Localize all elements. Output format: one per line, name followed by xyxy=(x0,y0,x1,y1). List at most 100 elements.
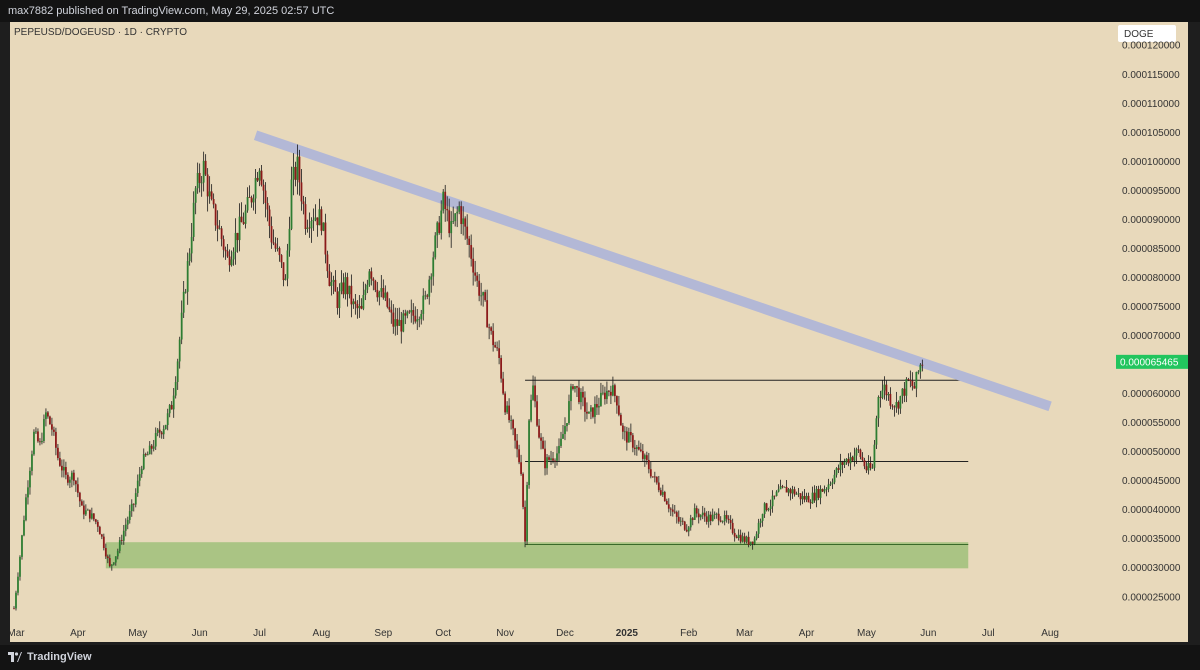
candle-body xyxy=(829,483,832,485)
price-scale-label: DOGE xyxy=(1124,29,1154,40)
candle-body xyxy=(544,448,546,469)
x-tick-label: Apr xyxy=(70,628,86,639)
y-tick-label: 0.000060000 xyxy=(1122,389,1181,400)
candle-body xyxy=(362,294,365,309)
candle-body xyxy=(466,226,469,239)
candle-body xyxy=(773,495,776,497)
candle-body xyxy=(88,509,91,519)
candle-body xyxy=(540,437,542,441)
candle-body xyxy=(72,472,75,481)
y-tick-label: 0.000045000 xyxy=(1122,476,1181,487)
candle-body xyxy=(590,407,592,412)
descending-trendline[interactable] xyxy=(253,130,1052,412)
candle-body xyxy=(78,492,81,502)
candle-body xyxy=(588,411,590,414)
candle-body xyxy=(520,462,522,474)
candle-body xyxy=(210,191,213,200)
candle-body xyxy=(66,474,69,483)
candle-body xyxy=(629,432,632,436)
candle-body xyxy=(679,520,682,522)
candle-body xyxy=(49,416,51,425)
candle-body xyxy=(751,541,754,544)
candle-body xyxy=(683,521,686,530)
candle-body xyxy=(416,319,419,322)
candle-body xyxy=(530,399,532,421)
last-price-tag xyxy=(1116,354,1188,369)
candle-body xyxy=(558,445,560,454)
candle-body xyxy=(100,534,103,537)
y-tick-label: 0.000120000 xyxy=(1122,41,1181,52)
candle-body xyxy=(741,536,744,542)
candle-body xyxy=(326,254,329,272)
candle-body xyxy=(398,320,401,326)
candle-body xyxy=(542,440,544,449)
candle-body xyxy=(424,295,427,297)
candle-body xyxy=(580,391,582,403)
candle-body xyxy=(649,469,652,477)
candle-body xyxy=(158,429,161,433)
candle-body xyxy=(905,379,908,396)
candle-body xyxy=(709,514,712,521)
candle-body xyxy=(144,454,147,456)
candle-body xyxy=(635,447,638,449)
candle-body xyxy=(86,509,89,511)
candle-body xyxy=(390,309,393,313)
candle-body xyxy=(174,382,177,396)
candle-body xyxy=(470,245,473,259)
y-tick-label: 0.000085000 xyxy=(1122,244,1181,255)
candle-body xyxy=(641,450,644,459)
candle-body xyxy=(178,339,181,362)
candle-body xyxy=(172,395,175,410)
chart-area[interactable]: DOGE 0.000120000 0.000115000 0.000110000 0.0… xyxy=(10,22,1188,642)
candle-body xyxy=(408,311,411,313)
candle-body xyxy=(51,424,53,430)
candle-body xyxy=(556,453,558,461)
candle-body xyxy=(877,396,880,419)
candle-body xyxy=(268,209,271,227)
candle-body xyxy=(733,532,736,537)
candle-body xyxy=(106,556,109,559)
candle-body xyxy=(286,250,289,279)
candle-body xyxy=(522,473,524,507)
candle-body xyxy=(61,465,63,471)
support-zone xyxy=(105,542,969,569)
candle-body xyxy=(817,488,820,498)
candle-body xyxy=(845,458,848,462)
candle-body xyxy=(504,393,506,413)
price-scale-label-box[interactable] xyxy=(1118,25,1176,42)
publish-header: max7882 published on TradingView.com, Ma… xyxy=(0,0,1200,22)
candle-body xyxy=(35,431,37,433)
candle-body xyxy=(364,289,367,295)
candle-body xyxy=(170,405,173,410)
candle-body xyxy=(496,347,499,349)
symbol-legend[interactable]: PEPEUSD/DOGEUSD · 1D · CRYPTO xyxy=(14,27,187,38)
candle-body xyxy=(663,492,666,501)
candle-body xyxy=(37,431,39,442)
candle-body xyxy=(761,514,764,521)
footer-bar: TradingView xyxy=(0,645,1200,670)
candle-body xyxy=(907,379,910,380)
candle-body xyxy=(875,418,878,445)
candle-body xyxy=(647,459,650,470)
candle-body xyxy=(705,516,708,522)
candle-body xyxy=(827,484,830,490)
candle-body xyxy=(480,295,483,297)
candle-body xyxy=(374,280,377,290)
tradingview-logo-icon xyxy=(8,652,22,662)
y-tick-label: 0.000050000 xyxy=(1122,447,1181,458)
candle-body xyxy=(134,493,137,505)
candle-body xyxy=(180,312,183,340)
candle-body xyxy=(164,425,167,430)
candle-body xyxy=(474,272,477,276)
candle-body xyxy=(284,278,287,281)
candle-body xyxy=(881,390,884,398)
candle-body xyxy=(787,489,790,493)
candle-body xyxy=(406,311,409,316)
candle-body xyxy=(745,536,748,542)
candle-body xyxy=(262,184,265,191)
candle-body xyxy=(801,496,804,500)
candle-body xyxy=(502,378,505,394)
candle-body xyxy=(298,156,301,183)
candle-body xyxy=(312,219,315,222)
